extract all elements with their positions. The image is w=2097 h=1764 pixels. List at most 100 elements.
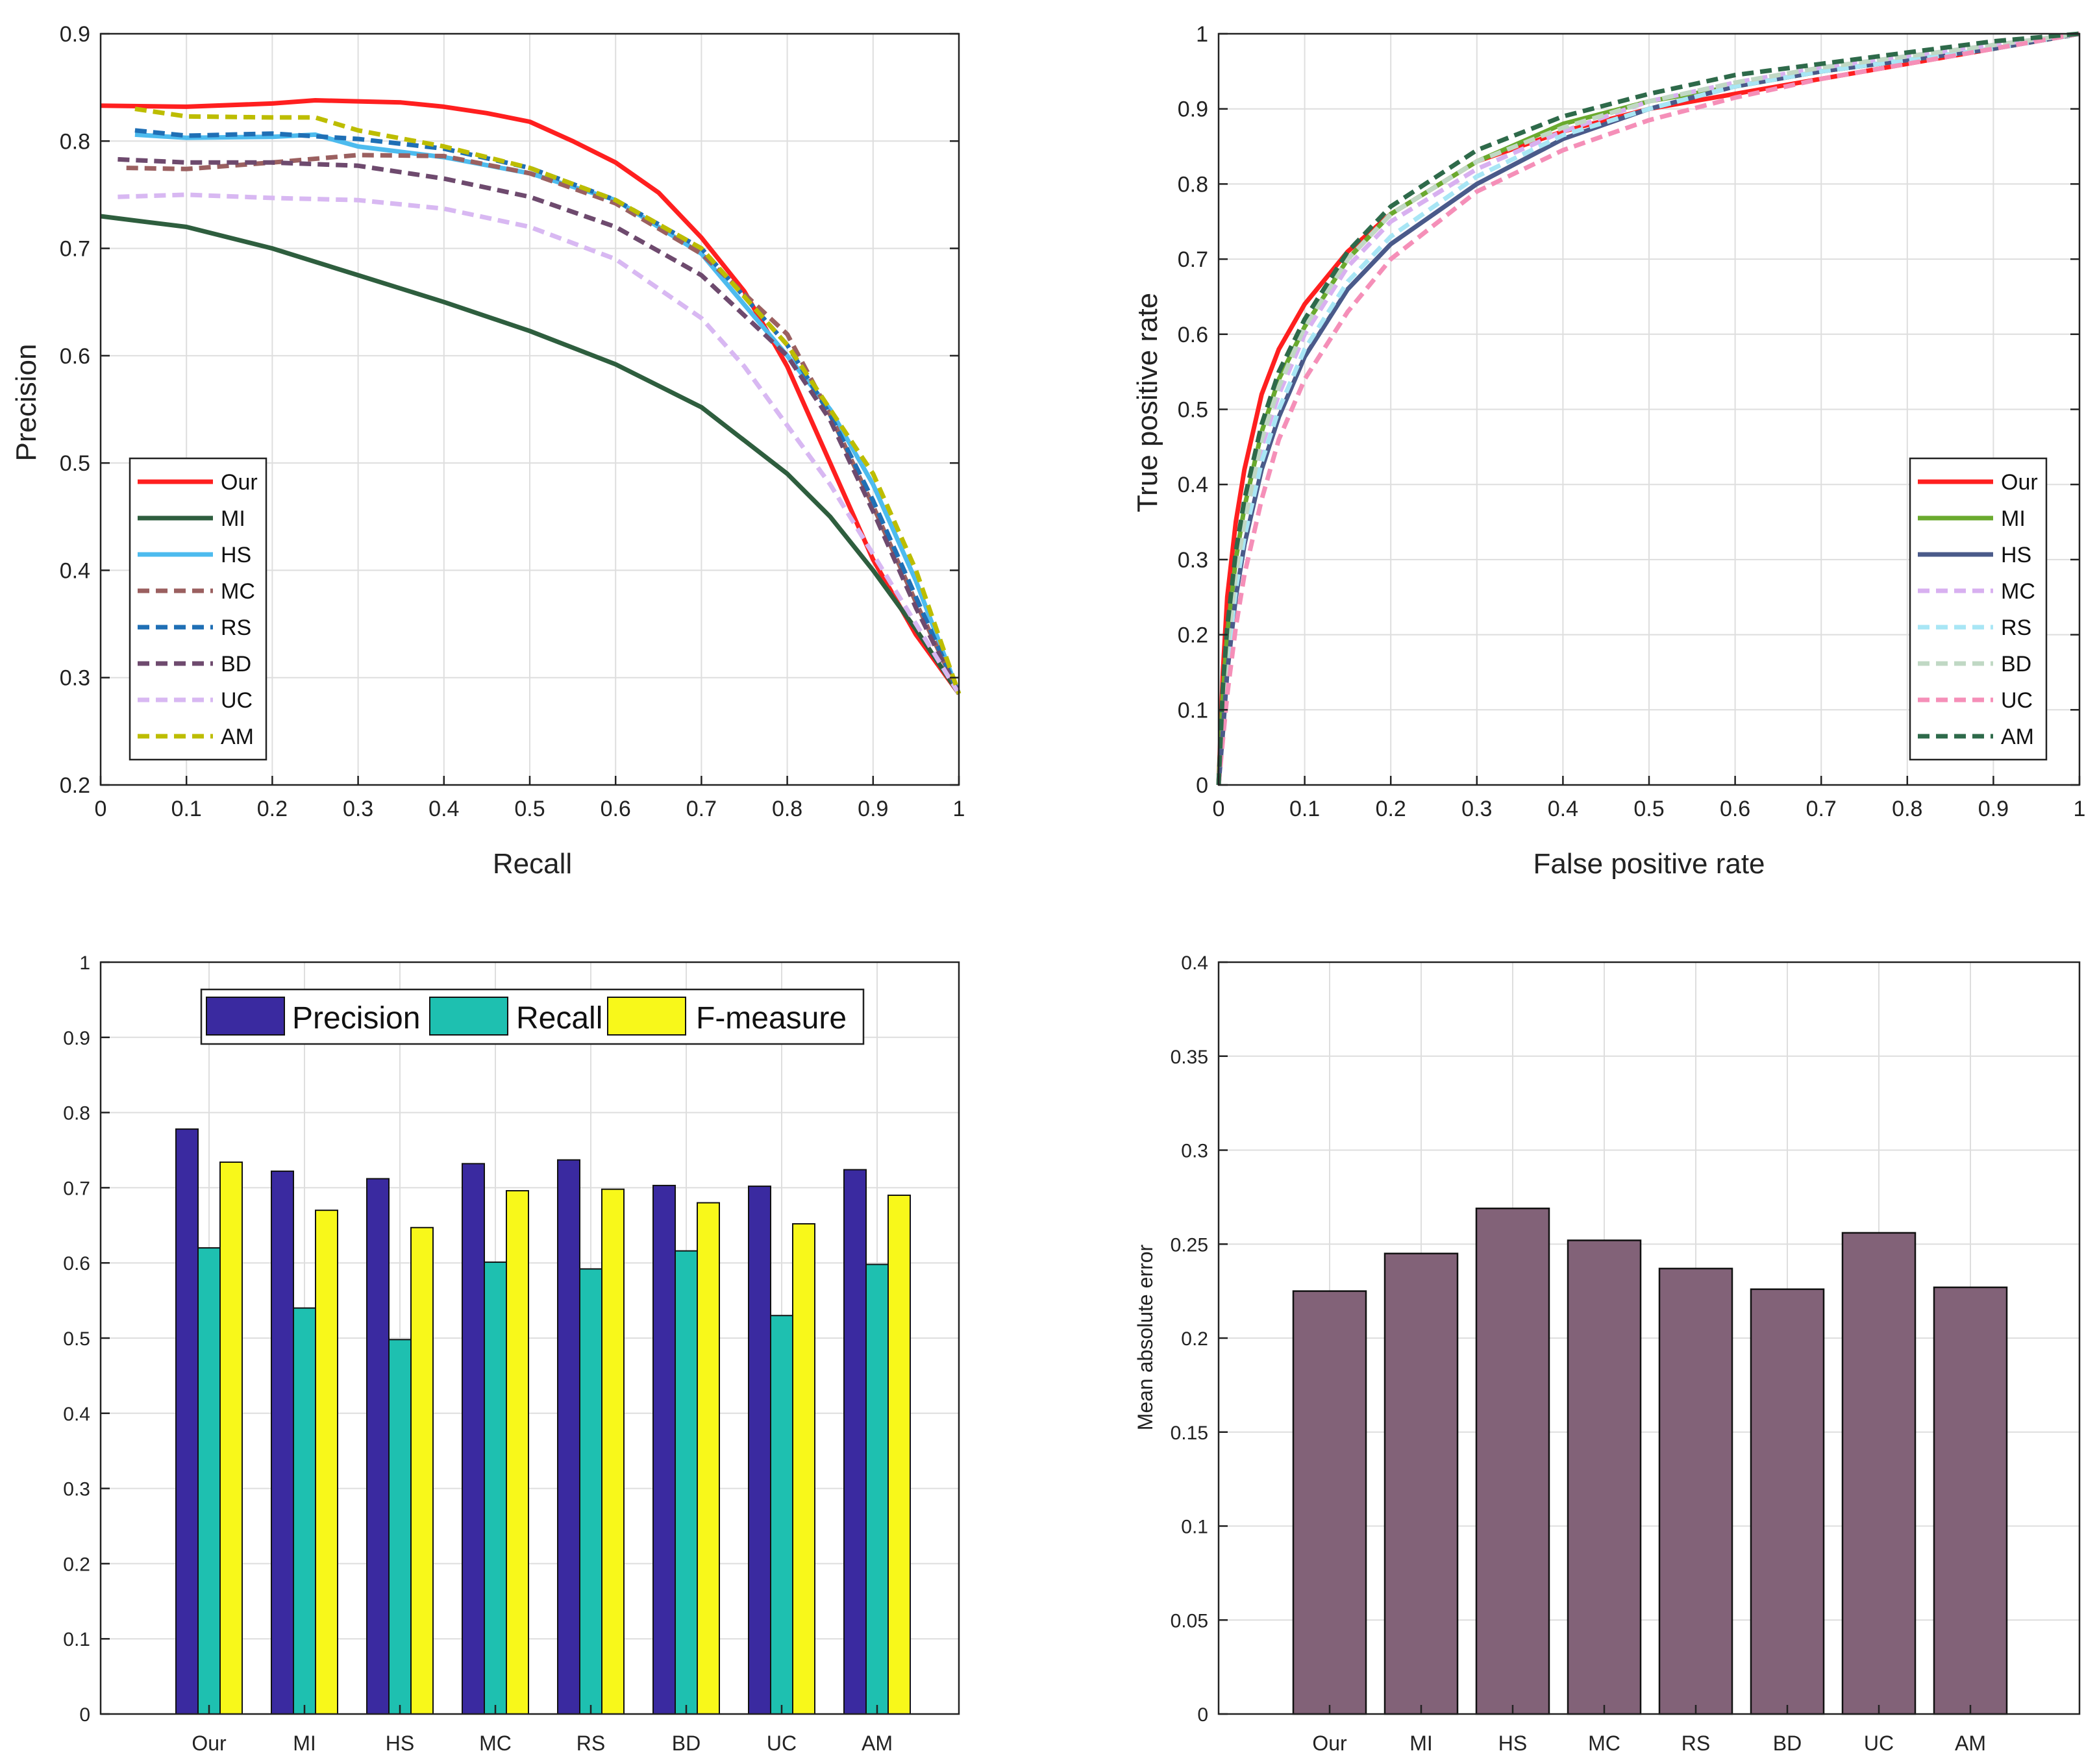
roc-legend-label-mi: MI — [2001, 506, 2026, 531]
prf-bar-recall-our — [197, 1247, 221, 1715]
mae-bar-rs — [1658, 1267, 1733, 1715]
roc-series-our — [1216, 31, 2080, 786]
roc-x-tick-label: 0.4 — [1548, 797, 1578, 821]
prf-bar-recall-hs — [388, 1339, 412, 1715]
roc-y-tick-label: 0.8 — [1178, 172, 1208, 197]
prf-legend-label-precision: Precision — [292, 1001, 420, 1036]
prf-bar-f-measure-rs — [601, 1188, 625, 1715]
roc-x-tick-label: 0.5 — [1633, 797, 1664, 821]
roc-x-tick-label: 0.1 — [1289, 797, 1320, 821]
prf-bar-recall-rs — [579, 1268, 602, 1715]
prf-bar-f-measure-mc — [506, 1190, 529, 1715]
pr-x-tick-label: 0.8 — [772, 797, 802, 821]
roc-x-tick-label: 0.2 — [1376, 797, 1406, 821]
roc-legend-label-rs: RS — [2001, 615, 2031, 640]
roc-x-tick-label: 0.9 — [1978, 797, 2009, 821]
prf-bar-recall-am — [865, 1263, 889, 1715]
pr-legend-label-uc: UC — [221, 688, 253, 713]
pr-legend: Our MI HS MC RS BD UC AM — [129, 457, 267, 761]
pr-x-tick-label: 0 — [95, 797, 107, 821]
prf-category-label: MI — [293, 1732, 316, 1755]
pr-series-mi — [100, 214, 961, 695]
mae-y-tick-label: 0.25 — [1171, 1234, 1208, 1256]
roc-series-am — [1216, 31, 2080, 786]
pr-series-our — [100, 98, 961, 695]
roc-series-uc — [1216, 31, 2080, 786]
prf-bar-f-measure-uc — [792, 1223, 815, 1715]
prf-y-tick-label: 0.2 — [63, 1554, 90, 1575]
roc-y-tick-label: 1 — [1196, 22, 1208, 47]
pr-x-tick-label: 0.7 — [686, 797, 717, 821]
prf-bar-precision-hs — [366, 1178, 390, 1715]
mae-bar-am — [1933, 1286, 2008, 1715]
pr-series-hs — [134, 132, 962, 695]
roc-x-tick-label: 0.7 — [1806, 797, 1837, 821]
roc-curve-panel: 0 0.1 0.2 0.3 0.4 0.5 0.6 0.7 0.8 0.9 1 0 0.1 0.2 0.3 0… — [1132, 22, 2085, 880]
pr-legend-label-hs: HS — [221, 543, 251, 567]
prf-y-tick-label: 0.7 — [63, 1178, 90, 1199]
mae-category-label: HS — [1498, 1732, 1527, 1755]
mae-y-tick-label: 0.35 — [1171, 1047, 1208, 1068]
prf-bar-precision-uc — [748, 1186, 771, 1715]
prf-bar-recall-mi — [293, 1307, 316, 1715]
prf-legend-label-f-measure: F-measure — [696, 1001, 847, 1036]
prf-legend-box — [200, 988, 865, 1045]
pr-legend-box — [129, 457, 267, 761]
roc-y-tick-label: 0.1 — [1178, 698, 1208, 723]
roc-legend-label-mc: MC — [2001, 579, 2035, 604]
prf-category-label: UC — [767, 1732, 797, 1755]
prf-bar-panel: 0 0.1 0.2 0.3 0.4 0.5 0.6 0.7 0.8 0.9 1 Our MI HS MC RS… — [63, 952, 960, 1755]
prf-bar-f-measure-mi — [315, 1210, 338, 1715]
pr-y-axis-label: Precision — [10, 344, 42, 462]
roc-legend-label-our: Our — [2001, 470, 2038, 495]
pr-series-rs — [134, 128, 962, 695]
mae-bar-hs — [1475, 1207, 1550, 1715]
prf-category-label: MC — [479, 1732, 512, 1755]
pr-y-tick-label: 0.2 — [60, 773, 90, 798]
roc-y-tick-label: 0.2 — [1178, 623, 1208, 648]
mae-bar-uc — [1841, 1232, 1917, 1715]
roc-x-tick-label: 0 — [1213, 797, 1225, 821]
pr-legend-label-mi: MI — [221, 506, 245, 531]
pr-y-tick-label: 0.6 — [60, 344, 90, 369]
roc-legend-box — [1909, 457, 2048, 761]
roc-legend: Our MI HS MC RS BD UC AM — [1909, 457, 2048, 761]
prf-category-label: RS — [577, 1732, 605, 1755]
prf-bar-f-measure-our — [219, 1162, 243, 1715]
mae-y-tick-label: 0.2 — [1181, 1328, 1208, 1350]
roc-series-hs — [1216, 31, 2080, 786]
pr-x-tick-label: 0.3 — [343, 797, 373, 821]
prf-bar-precision-our — [175, 1128, 199, 1715]
roc-y-tick-label: 0 — [1196, 773, 1208, 798]
pr-y-tick-label: 0.7 — [60, 237, 90, 262]
prf-category-label: HS — [386, 1732, 414, 1755]
mae-category-label: RS — [1681, 1732, 1710, 1755]
prf-y-tick-label: 1 — [79, 952, 90, 974]
mae-category-label: BD — [1773, 1732, 1802, 1755]
roc-y-axis-label: True positive rate — [1132, 293, 1163, 512]
roc-y-tick-label: 0.9 — [1178, 97, 1208, 122]
pr-x-tick-label: 0.1 — [171, 797, 202, 821]
mae-bar-bd — [1750, 1288, 1825, 1715]
prf-y-tick-label: 0.6 — [63, 1253, 90, 1274]
mae-y-tick-label: 0.3 — [1181, 1141, 1208, 1162]
pr-y-tick-label: 0.5 — [60, 451, 90, 476]
prf-y-tick-label: 0.1 — [63, 1629, 90, 1650]
pr-curve-panel: 0 0.1 0.2 0.3 0.4 0.5 0.6 0.7 0.8 0.9 1 0.2 0.3 0.4 0.… — [10, 22, 965, 880]
mae-bar-mc — [1567, 1239, 1642, 1715]
prf-legend-label-recall: Recall — [516, 1001, 602, 1036]
roc-x-tick-label: 0.6 — [1720, 797, 1750, 821]
prf-category-label: BD — [672, 1732, 701, 1755]
roc-x-tick-label: 0.3 — [1461, 797, 1492, 821]
roc-x-tick-label: 1 — [2074, 797, 2086, 821]
prf-y-tick-label: 0 — [79, 1704, 90, 1726]
prf-bar-recall-mc — [484, 1261, 507, 1715]
roc-legend-label-uc: UC — [2001, 688, 2033, 713]
mae-bar-our — [1292, 1290, 1367, 1715]
pr-y-tick-label: 0.4 — [60, 558, 90, 583]
mae-category-label: MC — [1588, 1732, 1620, 1755]
prf-bar-precision-am — [843, 1169, 867, 1715]
prf-bar-precision-mc — [462, 1163, 485, 1715]
pr-legend-label-mc: MC — [221, 579, 255, 604]
